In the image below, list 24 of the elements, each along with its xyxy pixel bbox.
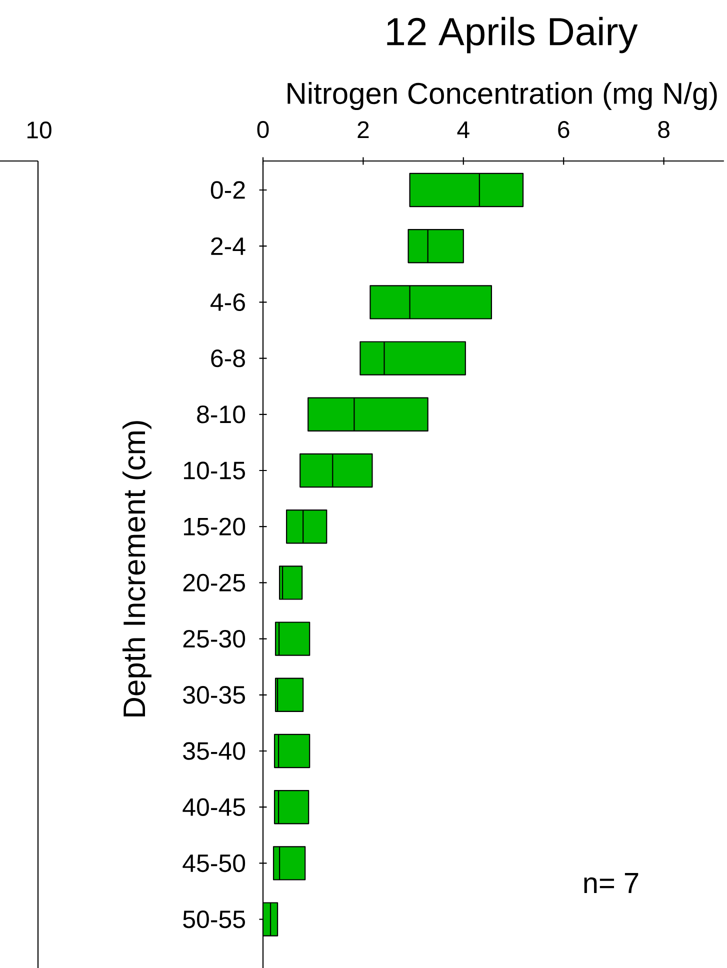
y-axis-title: Depth Increment (cm): [122, 421, 152, 716]
x-tick-label: 4: [457, 122, 470, 138]
x-axis-title: Nitrogen Concentration (mg N/g): [288, 82, 717, 110]
y-tick-label: 2-4: [211, 237, 246, 255]
y-tick-label: 40-45: [182, 798, 245, 816]
chart-title: 12 Aprils Dairy: [387, 16, 638, 54]
y-tick-label: 25-30: [183, 630, 246, 648]
annotation: n= 7: [584, 873, 638, 894]
y-tick-label: 45-50: [182, 854, 246, 872]
x-tick-label: 2: [358, 121, 369, 138]
y-tick-label: 35-40: [183, 742, 246, 760]
y-tick-label: 0-2: [210, 181, 245, 199]
text: 10: [27, 121, 52, 138]
y-tick-label: 6-8: [211, 349, 245, 368]
y-tick-label: 30-35: [183, 686, 245, 704]
y-tick-label: 8-10: [197, 406, 246, 424]
y-tick-label: 50-55: [183, 910, 245, 928]
y-tick-label: 10-15: [184, 462, 245, 480]
y-tick-label: 20-25: [183, 574, 245, 592]
x-tick-label: 0: [257, 121, 269, 138]
y-tick-label: 15-20: [184, 518, 246, 536]
x-tick-label: 8: [658, 121, 670, 138]
y-tick-label: 4-6: [210, 293, 245, 312]
x-tick-label: 6: [558, 121, 570, 138]
